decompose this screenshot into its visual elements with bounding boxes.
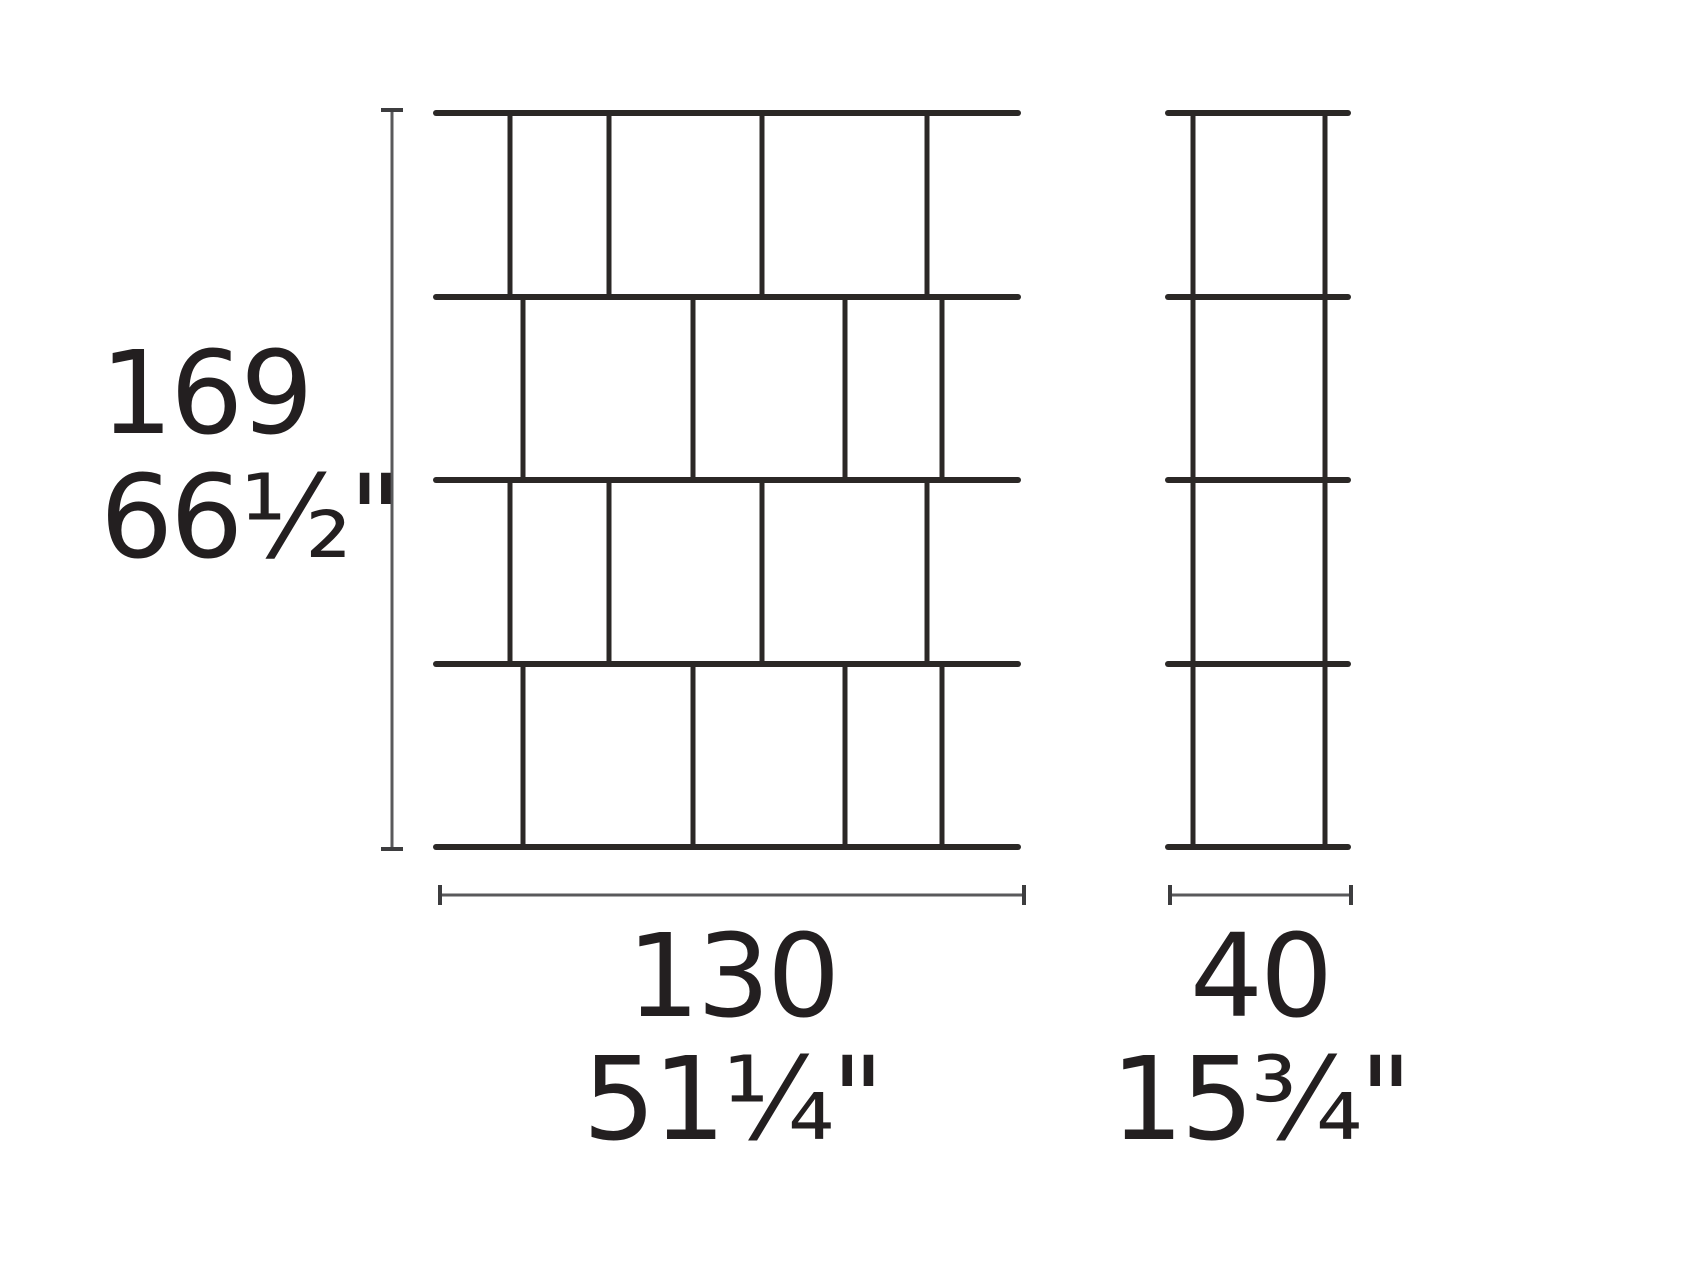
front-elevation-shelf-structure — [433, 110, 1021, 850]
height-label-inches: 66½" — [100, 451, 399, 585]
height-label-cm: 169 — [100, 327, 311, 461]
side-elevation-shelf-structure — [1165, 110, 1351, 850]
depth-label-inches: 15¾" — [1111, 1033, 1410, 1167]
width-label-inches: 51¼" — [583, 1033, 882, 1167]
dimension-lines — [381, 108, 1353, 905]
depth-label-cm: 40 — [1190, 910, 1330, 1044]
width-label-cm: 130 — [627, 910, 838, 1044]
